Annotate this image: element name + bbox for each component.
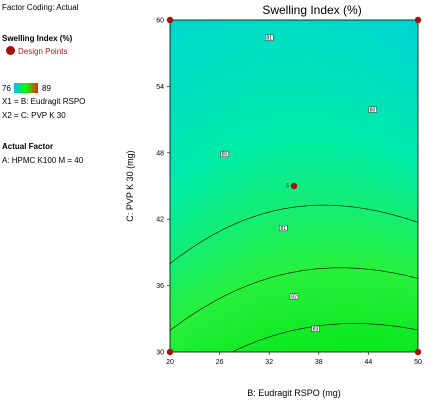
x-tick-label: 20 — [166, 359, 174, 366]
design-points-legend: Design Points — [6, 46, 67, 57]
x-tick-label: 44 — [365, 359, 373, 366]
plot-frame — [169, 19, 419, 353]
colorbar — [14, 83, 38, 93]
y-tick-label: 42 — [156, 217, 164, 224]
response-title: Swelling Index (%) — [2, 34, 73, 43]
y-tick-label: 54 — [156, 84, 164, 91]
contour-label: 81 — [280, 226, 286, 232]
contour-label-box — [289, 293, 299, 300]
actual-factor-title: Actual Factor — [2, 142, 54, 151]
x-tick-label: 50 — [414, 359, 422, 366]
x-tick-label: 38 — [315, 359, 323, 366]
design-point-icon — [6, 46, 15, 55]
design-point — [290, 182, 298, 190]
contour-labels: 81 80 80 81 82 83 — [220, 34, 377, 333]
contour-label-box — [265, 34, 274, 41]
contour-label: 81 — [266, 36, 272, 42]
chart-title: Swelling Index (%) — [262, 3, 361, 17]
axis-ticks: 20 26 32 38 44 50 30 36 42 48 54 60 — [156, 18, 422, 367]
factor-coding-label: Factor Coding: Actual — [2, 3, 79, 12]
contour-line — [170, 267, 418, 331]
y-tick-label: 48 — [156, 150, 164, 157]
x-tick-label: 26 — [216, 359, 224, 366]
x-tick-label: 32 — [265, 359, 273, 366]
contour-label: 83 — [313, 327, 319, 333]
colorbar-min-label: 76 — [2, 84, 11, 93]
design-points-label: Design Points — [18, 47, 68, 56]
contour-label-box — [220, 150, 229, 157]
contour-label: 80 — [370, 107, 376, 113]
x2-definition: X2 = C: PVP K 30 — [2, 111, 66, 120]
x-axis-title: B: Eudragit RSPO (mg) — [247, 388, 341, 398]
y-axis-title: C: PVP K 30 (mg) — [125, 150, 135, 221]
center-point-count: 5 — [286, 184, 289, 190]
design-point — [166, 348, 174, 356]
x1-definition: X1 = B: Eudragit RSPO — [2, 97, 86, 106]
contour-label-box — [279, 225, 288, 232]
colorbar-max-label: 89 — [42, 84, 51, 93]
actual-factor-value: A: HPMC K100 M = 40 — [2, 156, 84, 165]
contour-label: 80 — [222, 152, 228, 158]
design-points: 5 — [166, 16, 422, 356]
design-point — [414, 16, 422, 24]
contour-label-box — [311, 325, 320, 332]
y-tick-label: 36 — [156, 283, 164, 290]
y-tick-label: 30 — [156, 350, 164, 357]
contour-label-box — [368, 106, 377, 113]
contour-label: 82 — [291, 294, 297, 300]
design-point — [166, 16, 174, 24]
y-tick-label: 60 — [156, 18, 164, 25]
design-point — [414, 348, 422, 356]
contour-line — [170, 204, 418, 264]
